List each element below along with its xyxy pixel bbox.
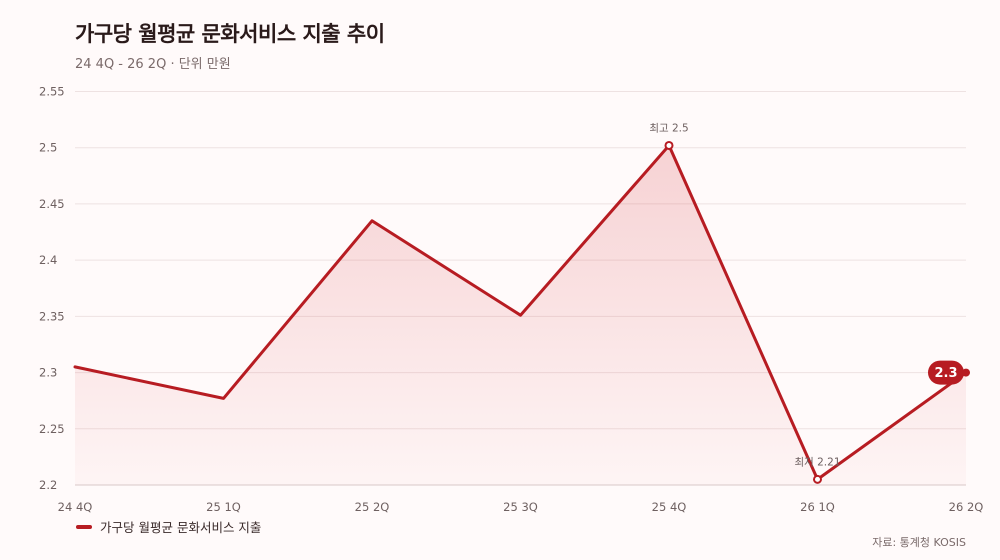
y-axis-ticks: 2.2 2.25 2.3 2.35 2.4 2.45 2.5 2.55 [39, 85, 65, 493]
extreme-point-marker [664, 140, 674, 150]
y-tick-label: 2.3 [39, 366, 57, 380]
extreme-point-marker [813, 474, 822, 484]
x-tick-label: 24 4Q [58, 500, 93, 514]
y-tick-label: 2.4 [39, 253, 57, 267]
x-tick-label: 26 2Q [949, 500, 984, 514]
y-tick-label: 2.25 [39, 422, 65, 436]
last-value-label: 2.3 [934, 366, 957, 381]
y-tick-label: 2.45 [39, 197, 65, 211]
x-tick-label: 26 1Q [800, 500, 835, 514]
y-tick-label: 2.5 [39, 141, 57, 155]
chart-subtitle: 24 4Q - 26 2Q · 단위 만원 [75, 57, 231, 72]
x-tick-label: 25 1Q [206, 500, 241, 514]
legend: 가구당 월평균 문화서비스 지출 [76, 517, 261, 536]
y-tick-label: 2.55 [39, 85, 65, 99]
annotation-label: 최고 2.5 [649, 122, 688, 134]
last-point-marker [962, 368, 970, 377]
x-axis-ticks: 24 4Q 25 1Q 25 2Q 25 3Q 25 4Q 26 1Q 26 2Q [58, 500, 984, 514]
series-markers [664, 140, 970, 484]
x-tick-label: 25 2Q [355, 500, 390, 514]
x-tick-label: 25 3Q [503, 500, 538, 514]
last-value-badge [928, 360, 964, 385]
source-note: 자료: 통계청 KOSIS [872, 536, 966, 549]
y-tick-label: 2.35 [39, 309, 65, 323]
annotations: 최고 2.5 최저 2.21 2.3 [649, 122, 964, 468]
annotation-label: 최저 2.21 [794, 456, 840, 468]
x-tick-label: 25 4Q [652, 500, 687, 514]
legend-swatch [76, 524, 92, 529]
legend-label: 가구당 월평균 문화서비스 지출 [100, 520, 262, 535]
y-tick-label: 2.2 [39, 478, 57, 492]
chart-title: 가구당 월평균 문화서비스 지출 추이 [75, 22, 385, 46]
